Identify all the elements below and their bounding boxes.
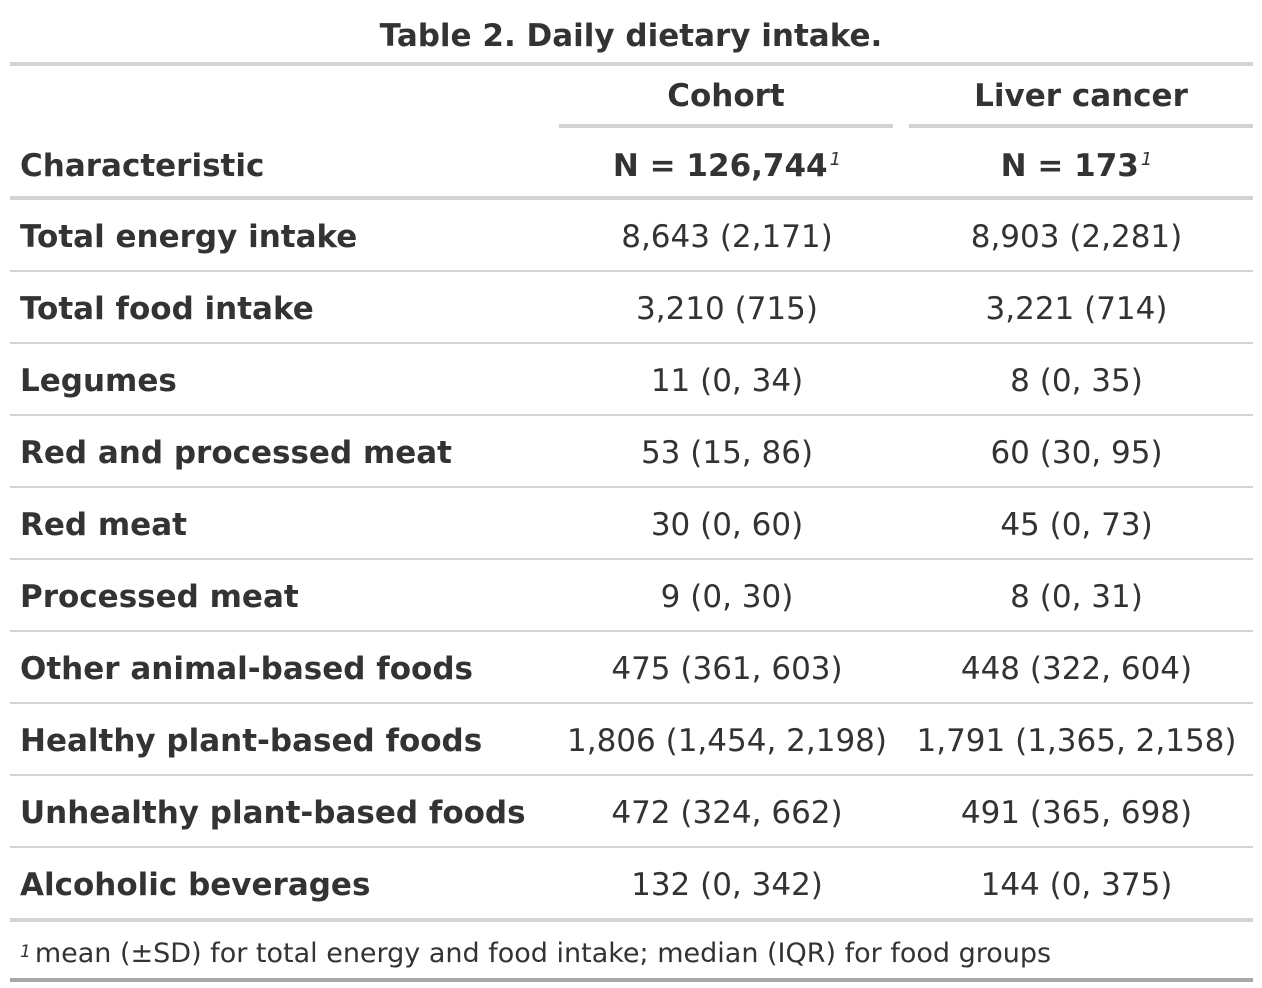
spanner-liver-cancer: Liver cancer <box>974 78 1188 114</box>
table-row: Processed meat 9 (0, 30) 8 (0, 31) <box>10 560 1253 632</box>
table-row: Red meat 30 (0, 60) 45 (0, 73) <box>10 488 1253 560</box>
column-header-cohort-n: N = 126,744 <box>612 148 828 184</box>
row-label: Total energy intake <box>20 219 358 255</box>
table-row: Alcoholic beverages 132 (0, 342) 144 (0, 3… <box>10 848 1253 920</box>
footnote-mark: 1 <box>1140 149 1153 170</box>
header-rule <box>10 196 1253 200</box>
spanner-cohort-underline <box>559 124 893 128</box>
cell-liver-cancer: 448 (322, 604) <box>960 651 1193 687</box>
column-header-cohort: N = 126,744 1 <box>561 144 893 188</box>
column-header-characteristic: Characteristic <box>20 148 265 184</box>
footnote-text: mean (±SD) for total energy and food int… <box>34 938 1052 969</box>
row-divider <box>10 774 1253 776</box>
cell-cohort: 9 (0, 30) <box>660 579 794 615</box>
footnote: 1 mean (±SD) for total energy and food in… <box>20 932 1051 976</box>
top-rule <box>10 62 1253 66</box>
row-divider <box>10 630 1253 632</box>
column-header-liver-cancer: N = 173 1 <box>910 144 1243 188</box>
spanner-cohort: Cohort <box>667 78 785 114</box>
table-row: Healthy plant-based foods 1,806 (1,454, 2… <box>10 704 1253 776</box>
row-divider <box>10 414 1253 416</box>
table-row: Red and processed meat 53 (15, 86) 60 (30,… <box>10 416 1253 488</box>
row-divider <box>10 270 1253 272</box>
table-title: Table 2. Daily dietary intake. <box>379 18 883 54</box>
cell-cohort: 11 (0, 34) <box>650 363 804 399</box>
bottom-rule <box>10 978 1253 982</box>
table-row: Total food intake 3,210 (715) 3,221 (714) <box>10 272 1253 344</box>
cell-liver-cancer: 3,221 (714) <box>985 291 1168 327</box>
row-label: Red and processed meat <box>20 435 453 471</box>
cell-cohort: 30 (0, 60) <box>650 507 804 543</box>
cell-liver-cancer: 45 (0, 73) <box>1000 507 1153 543</box>
cell-cohort: 472 (324, 662) <box>611 795 843 831</box>
cell-cohort: 1,806 (1,454, 2,198) <box>567 723 887 759</box>
row-divider <box>10 702 1253 704</box>
cell-cohort: 132 (0, 342) <box>631 867 823 903</box>
row-divider <box>10 558 1253 560</box>
cell-cohort: 8,643 (2,171) <box>621 219 833 255</box>
table-row: Total energy intake 8,643 (2,171) 8,903 (2… <box>10 200 1253 272</box>
row-label: Unhealthy plant-based foods <box>20 795 526 831</box>
cell-liver-cancer: 8 (0, 31) <box>1010 579 1143 615</box>
cell-liver-cancer: 8,903 (2,281) <box>970 219 1183 255</box>
row-label: Alcoholic beverages <box>20 867 371 903</box>
cell-liver-cancer: 1,791 (1,365, 2,158) <box>916 723 1237 759</box>
row-divider <box>10 342 1253 344</box>
cell-cohort: 53 (15, 86) <box>640 435 814 471</box>
cell-liver-cancer: 8 (0, 35) <box>1010 363 1143 399</box>
table-row: Other animal-based foods 475 (361, 603) 44… <box>10 632 1253 704</box>
footnote-mark: 1 <box>20 942 31 962</box>
spanner-liver-cancer-underline <box>909 124 1253 128</box>
row-label: Legumes <box>20 363 177 399</box>
table-bottom-rule <box>10 918 1253 922</box>
column-header-liver-cancer-n: N = 173 <box>1000 148 1139 184</box>
row-label: Processed meat <box>20 579 299 615</box>
row-label: Total food intake <box>20 291 314 327</box>
row-divider <box>10 846 1253 848</box>
cell-liver-cancer: 491 (365, 698) <box>960 795 1193 831</box>
cell-liver-cancer: 144 (0, 375) <box>980 867 1173 903</box>
row-label: Red meat <box>20 507 187 543</box>
cell-liver-cancer: 60 (30, 95) <box>990 435 1163 471</box>
footnote-mark: 1 <box>829 149 842 170</box>
table-row: Unhealthy plant-based foods 472 (324, 662… <box>10 776 1253 848</box>
row-divider <box>10 486 1253 488</box>
cell-cohort: 3,210 (715) <box>636 291 818 327</box>
cell-cohort: 475 (361, 603) <box>611 651 843 687</box>
row-label: Other animal-based foods <box>20 651 473 687</box>
table-row: Legumes 11 (0, 34) 8 (0, 35) <box>10 344 1253 416</box>
row-label: Healthy plant-based foods <box>20 723 483 759</box>
